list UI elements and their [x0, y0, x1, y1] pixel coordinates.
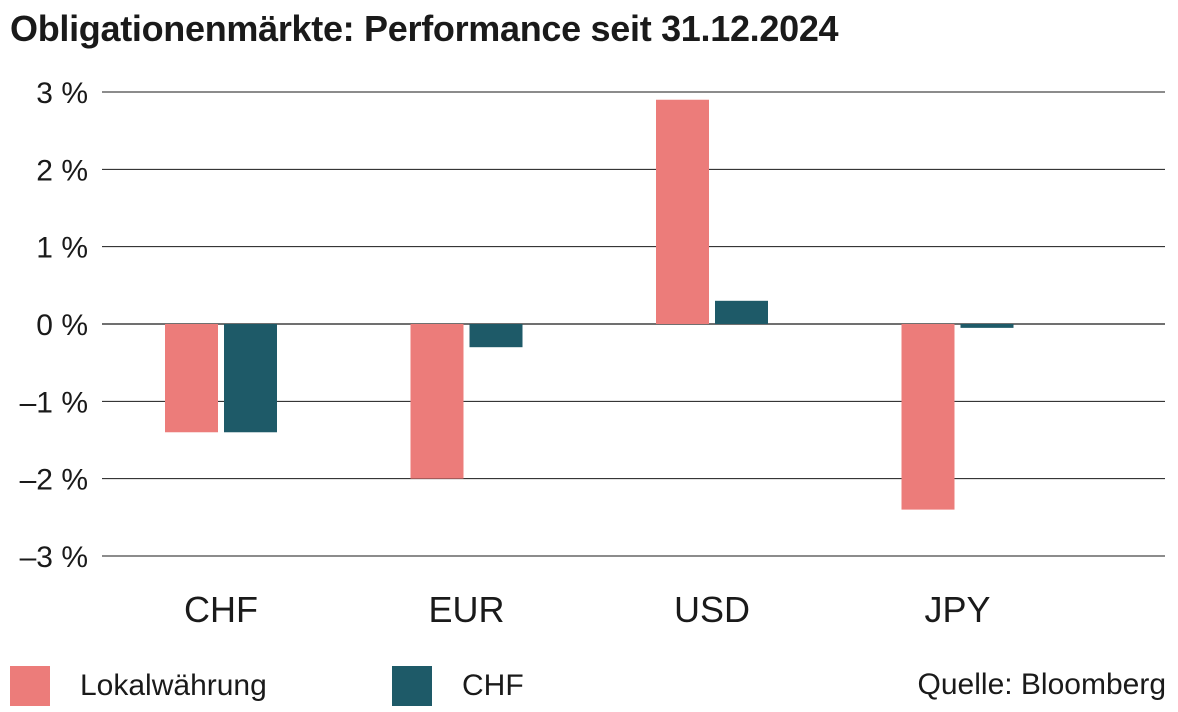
- x-category-label: JPY: [924, 589, 990, 630]
- x-category-label: EUR: [428, 589, 504, 630]
- gridlines: [102, 91, 1165, 557]
- bar-jpy-series-2: [960, 324, 1014, 328]
- y-tick-label: –2 %: [20, 464, 88, 497]
- y-tick-label: –3 %: [20, 541, 88, 574]
- x-category-label: CHF: [184, 589, 258, 630]
- bar-eur-series-2: [469, 324, 523, 348]
- y-tick-label: 2 %: [36, 154, 88, 187]
- y-tick-label: 0 %: [36, 309, 88, 342]
- legend-item-lokalwaehrung: Lokalwährung: [10, 666, 267, 706]
- bar-jpy-series-1: [901, 324, 955, 510]
- bar-usd-series-1: [656, 99, 709, 324]
- source-note: Quelle: Bloomberg: [917, 668, 1166, 701]
- y-tick-label: –1 %: [20, 386, 88, 419]
- legend-swatch-lokalwaehrung: [10, 666, 50, 706]
- bar-usd-series-2: [715, 300, 768, 324]
- legend-label-chf: CHF: [462, 669, 524, 702]
- bar-chf-series-2: [224, 324, 277, 433]
- y-tick-label: 3 %: [36, 77, 88, 110]
- bar-eur-series-1: [410, 324, 464, 479]
- x-category-label: USD: [674, 589, 750, 630]
- legend-swatch-chf: [392, 666, 432, 706]
- bar-chf-series-1: [165, 324, 218, 433]
- bars: [165, 99, 1014, 510]
- y-axis-ticks: 3 % 2 % 1 % 0 % –1 % –2 % –3 %: [20, 77, 88, 574]
- y-tick-label: 1 %: [36, 232, 88, 265]
- x-axis-categories: CHF EUR USD JPY: [184, 589, 991, 630]
- legend-label-lokalwaehrung: Lokalwährung: [80, 669, 267, 702]
- legend-item-chf: CHF: [392, 666, 524, 706]
- chart-title: Obligationenmärkte: Performance seit 31.…: [10, 8, 839, 49]
